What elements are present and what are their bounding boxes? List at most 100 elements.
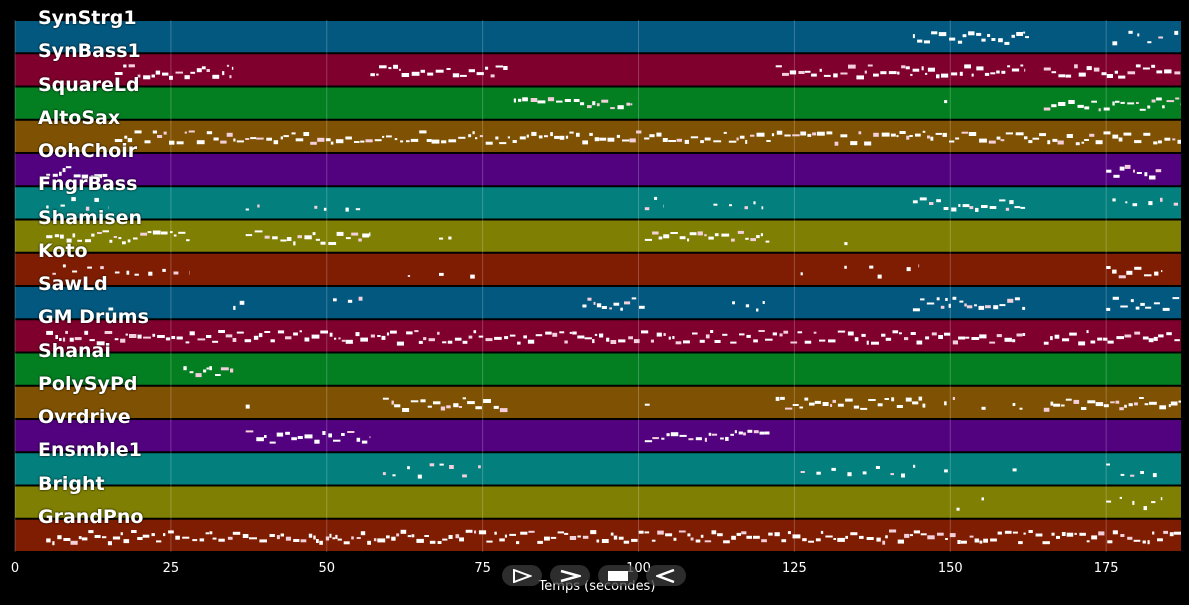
note xyxy=(927,135,931,139)
x-tick-label: 75 xyxy=(474,561,491,576)
note xyxy=(955,137,960,140)
note xyxy=(538,135,543,139)
track-lane xyxy=(15,120,1181,152)
note xyxy=(152,230,161,235)
note xyxy=(355,208,361,211)
note xyxy=(427,405,432,408)
next-button[interactable] xyxy=(550,565,590,586)
note xyxy=(220,367,229,371)
note xyxy=(981,497,984,501)
note xyxy=(1149,175,1156,180)
note xyxy=(144,140,151,144)
note xyxy=(183,366,187,371)
note xyxy=(784,134,791,137)
note xyxy=(1152,531,1155,535)
note xyxy=(52,272,56,275)
note xyxy=(169,140,175,145)
note xyxy=(206,367,209,370)
note xyxy=(470,274,475,279)
note xyxy=(830,404,833,407)
track-lane xyxy=(15,386,1181,418)
note xyxy=(837,403,844,407)
note xyxy=(388,67,392,70)
note xyxy=(411,71,420,76)
note xyxy=(176,336,183,340)
track-lane xyxy=(15,486,1181,518)
note xyxy=(396,533,400,537)
note xyxy=(644,137,650,140)
note xyxy=(1106,463,1110,466)
note xyxy=(958,336,966,340)
note xyxy=(1061,532,1066,536)
note xyxy=(264,331,271,333)
note xyxy=(300,539,307,543)
note xyxy=(1162,307,1170,311)
note xyxy=(162,72,169,76)
play-button[interactable] xyxy=(502,565,542,586)
note xyxy=(429,540,436,544)
note xyxy=(831,467,836,471)
note xyxy=(1103,107,1110,111)
note xyxy=(345,237,351,240)
note xyxy=(231,66,234,70)
note xyxy=(569,536,577,540)
note xyxy=(499,538,505,542)
note xyxy=(52,541,55,546)
note xyxy=(899,131,906,134)
note xyxy=(596,303,602,308)
note xyxy=(592,339,595,344)
note xyxy=(1097,337,1103,341)
note xyxy=(517,341,521,345)
note xyxy=(1086,540,1090,543)
note xyxy=(935,132,942,135)
note xyxy=(479,135,483,138)
note xyxy=(559,331,565,334)
note xyxy=(1139,397,1144,399)
note xyxy=(1095,140,1103,145)
note xyxy=(509,334,516,337)
note xyxy=(927,67,935,72)
note xyxy=(314,439,320,444)
note xyxy=(699,339,705,343)
note xyxy=(85,239,91,243)
note xyxy=(601,306,607,309)
note xyxy=(573,99,580,102)
note xyxy=(1120,305,1128,308)
note xyxy=(429,463,435,467)
note xyxy=(828,339,836,343)
track-lane xyxy=(15,519,1181,551)
note xyxy=(905,66,910,70)
note xyxy=(1054,334,1060,339)
note xyxy=(577,535,581,538)
note xyxy=(509,533,516,536)
note xyxy=(904,337,909,341)
note xyxy=(722,333,728,336)
note xyxy=(1028,140,1033,144)
note xyxy=(774,532,780,537)
note xyxy=(837,537,845,542)
note xyxy=(873,132,879,137)
note xyxy=(629,138,636,143)
note xyxy=(753,430,759,434)
note xyxy=(147,231,152,234)
note xyxy=(128,64,135,68)
note xyxy=(845,398,853,402)
note xyxy=(889,529,897,533)
note xyxy=(328,242,337,245)
note xyxy=(974,538,980,543)
note xyxy=(46,205,49,209)
note xyxy=(1025,36,1029,39)
note xyxy=(494,531,497,535)
note xyxy=(1178,400,1181,403)
note xyxy=(391,400,394,405)
note xyxy=(631,538,638,542)
note xyxy=(984,72,990,76)
note xyxy=(163,533,166,537)
stop-button[interactable] xyxy=(598,565,638,586)
note xyxy=(188,130,195,133)
note xyxy=(1154,271,1159,276)
back-button[interactable] xyxy=(646,565,686,586)
note xyxy=(343,541,350,545)
note xyxy=(804,70,811,73)
note xyxy=(531,131,537,136)
